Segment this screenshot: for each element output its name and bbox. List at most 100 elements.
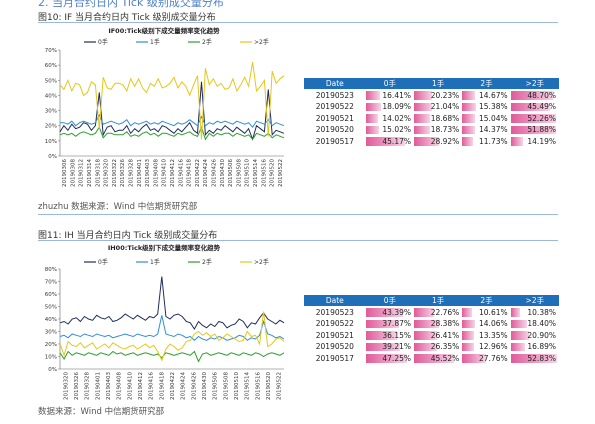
table-value-cell: 18.68% bbox=[414, 112, 463, 125]
table-value-cell: 15.02% bbox=[365, 124, 414, 136]
y-tick-label: 50% bbox=[45, 78, 57, 84]
x-tick-label: 20190430 bbox=[220, 159, 226, 187]
value-text: 14.02% bbox=[382, 113, 411, 123]
x-tick-label: 20190508 bbox=[223, 372, 229, 400]
value-text: 36.15% bbox=[382, 330, 411, 340]
value-bar bbox=[414, 137, 440, 146]
value-text: 39.21% bbox=[382, 342, 411, 352]
value-bar bbox=[365, 342, 400, 351]
value-text: 37.87% bbox=[382, 319, 411, 329]
x-tick-label: 20190412 bbox=[170, 159, 176, 187]
y-tick-label: 60% bbox=[45, 63, 57, 69]
table-header-cell: >2手 bbox=[510, 78, 559, 90]
value-bar bbox=[510, 102, 551, 111]
table-date-cell: 20190517 bbox=[304, 135, 366, 148]
table-row: 20190520 39.21% 26.35% 12.96% 16.89% bbox=[304, 341, 559, 353]
source-divider bbox=[38, 214, 558, 215]
table-value-cell: 52.26% bbox=[510, 112, 559, 125]
table-header-cell: 0手 bbox=[365, 295, 414, 307]
table-value-cell: 28.92% bbox=[414, 135, 463, 148]
figure-caption-10: 图10: IF 当月合约日内 Tick 级别成交量分布 bbox=[38, 13, 216, 23]
table-value-cell: 39.21% bbox=[365, 341, 414, 353]
x-tick-label: 20190328 bbox=[129, 159, 135, 187]
table-value-cell: 52.83% bbox=[510, 352, 559, 365]
value-bar bbox=[462, 308, 472, 317]
x-tick-label: 20190522 bbox=[278, 159, 284, 187]
value-bar bbox=[462, 125, 475, 134]
x-tick-label: 20190328 bbox=[85, 372, 91, 400]
value-text: 18.09% bbox=[382, 102, 411, 112]
table-header-cell: 2手 bbox=[462, 78, 511, 90]
legend-label: >2手 bbox=[254, 38, 269, 46]
value-bar bbox=[414, 102, 433, 111]
y-tick-label: 20% bbox=[45, 342, 57, 348]
table-if-container: Date 0手 1手 2手 >2手 20190523 16.41% 20.23% 14.67% 4… bbox=[304, 78, 559, 148]
x-tick-label: 20190401 bbox=[137, 159, 143, 187]
table-date-cell: 20190522 bbox=[304, 318, 366, 330]
value-bar bbox=[414, 114, 431, 123]
value-bar bbox=[462, 331, 474, 340]
table-value-cell: 27.76% bbox=[462, 352, 511, 365]
value-bar bbox=[365, 319, 399, 328]
value-bar bbox=[365, 91, 380, 100]
x-tick-label: 20190508 bbox=[236, 159, 242, 187]
value-text: 21.04% bbox=[430, 102, 460, 112]
table-value-cell: 48.70% bbox=[510, 89, 559, 102]
section-heading: 2. 当月合约日内 Tick 级别成交量分布 bbox=[38, 0, 224, 9]
value-bar bbox=[414, 342, 437, 351]
value-text: 45.17% bbox=[382, 136, 411, 146]
y-tick-label: 30% bbox=[45, 109, 57, 115]
table-row: 20190521 14.02% 18.68% 15.04% 52.26% bbox=[304, 112, 559, 125]
series-line-3 bbox=[59, 311, 285, 362]
value-bar bbox=[510, 137, 523, 146]
value-text: 14.19% bbox=[527, 136, 556, 146]
x-tick-label: 20190312 bbox=[79, 159, 85, 187]
value-bar bbox=[365, 102, 382, 111]
table-row: 20190523 43.39% 22.76% 10.61% 10.38% bbox=[304, 306, 559, 319]
x-tick-label: 20190326 bbox=[120, 159, 126, 187]
value-bar bbox=[365, 308, 404, 317]
value-text: 18.73% bbox=[430, 125, 460, 135]
value-bar bbox=[462, 342, 474, 351]
value-text: 18.68% bbox=[430, 113, 460, 123]
value-text: 16.41% bbox=[382, 90, 411, 100]
x-tick-label: 20190416 bbox=[178, 159, 184, 187]
chart-ih: IH00:Tick级别下成交量频率变化趋势 0手 1手 2手 >2手 0% 10% 20% 30… bbox=[38, 243, 290, 403]
table-date-cell: 20190523 bbox=[304, 306, 366, 319]
value-bar bbox=[462, 137, 473, 146]
value-text: 45.52% bbox=[430, 353, 460, 363]
y-tick-label: 10% bbox=[45, 355, 57, 361]
y-tick-label: 20% bbox=[45, 124, 57, 130]
table-value-cell: 26.41% bbox=[414, 329, 463, 342]
x-tick-label: 20190410 bbox=[127, 372, 133, 400]
value-text: 52.26% bbox=[527, 113, 556, 123]
x-tick-label: 20190322 bbox=[112, 159, 118, 187]
table-row: 20190517 45.17% 28.92% 11.73% 14.19% bbox=[304, 135, 559, 148]
table-row: 20190520 15.02% 18.73% 14.37% 51.88% bbox=[304, 124, 559, 136]
table-header-cell: >2手 bbox=[510, 295, 559, 307]
table-row: 20190517 47.25% 45.52% 27.76% 52.83% bbox=[304, 352, 559, 365]
table-value-cell: 51.88% bbox=[510, 124, 559, 136]
table-row: 20190523 16.41% 20.23% 14.67% 48.70% bbox=[304, 89, 559, 102]
value-text: 51.88% bbox=[527, 125, 556, 135]
value-text: 15.02% bbox=[382, 125, 411, 135]
table-date-cell: 20190521 bbox=[304, 112, 366, 125]
source-note-11: 数据来源：Wind 中信期货研究部 bbox=[38, 407, 165, 417]
table-value-cell: 13.35% bbox=[462, 329, 511, 342]
series-line-0 bbox=[59, 81, 285, 141]
table-value-cell: 20.90% bbox=[510, 329, 559, 342]
x-tick-label: 20190510 bbox=[245, 159, 251, 187]
x-tick-label: 20190506 bbox=[228, 159, 234, 187]
value-text: 14.37% bbox=[479, 125, 508, 135]
y-tick-label: 70% bbox=[45, 48, 57, 54]
x-tick-label: 20190520 bbox=[270, 159, 276, 187]
table-header-cell: 1手 bbox=[414, 295, 463, 307]
legend-label: 1手 bbox=[150, 258, 160, 266]
table-value-cell: 47.25% bbox=[365, 352, 414, 365]
value-text: 10.38% bbox=[527, 307, 556, 317]
value-bar bbox=[462, 91, 476, 100]
table-value-cell: 21.04% bbox=[414, 101, 463, 113]
x-tick-label: 20190326 bbox=[74, 372, 80, 400]
